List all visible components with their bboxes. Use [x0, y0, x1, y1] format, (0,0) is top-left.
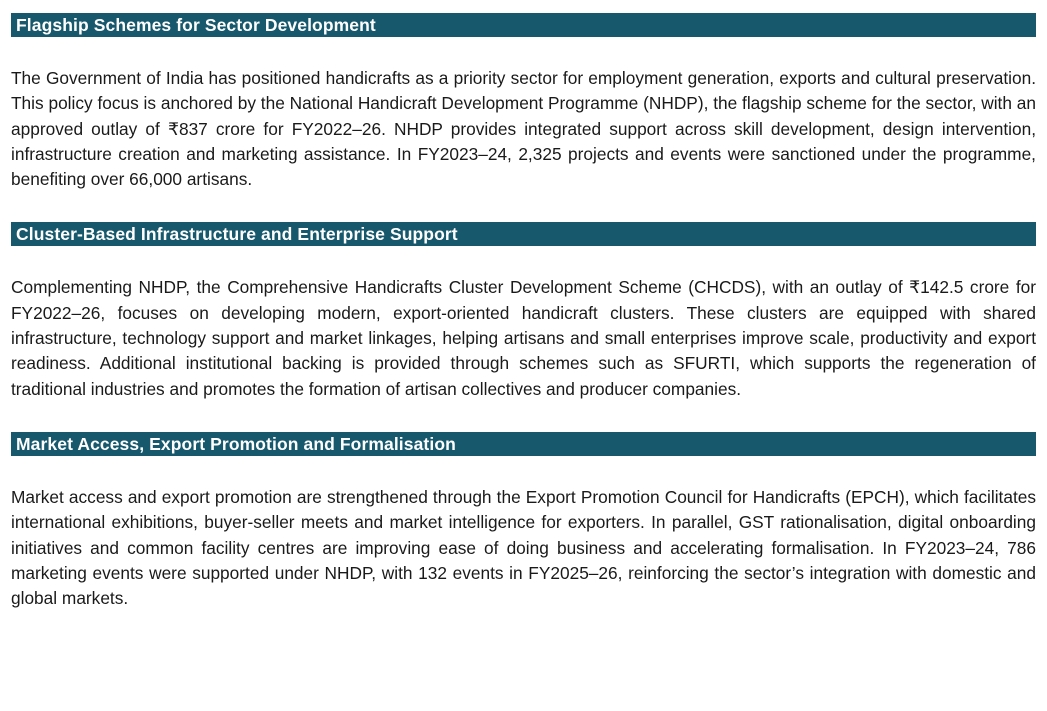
- section-header-bar: Cluster-Based Infrastructure and Enterpr…: [11, 222, 1036, 247]
- section-cluster-infrastructure: Cluster-Based Infrastructure and Enterpr…: [11, 222, 1036, 401]
- section-heading: Cluster-Based Infrastructure and Enterpr…: [16, 224, 458, 245]
- section-market-access: Market Access, Export Promotion and Form…: [11, 431, 1036, 611]
- section-header-bar: Market Access, Export Promotion and Form…: [11, 431, 1036, 456]
- section-paragraph: Market access and export promotion are s…: [11, 486, 1036, 609]
- section-heading: Flagship Schemes for Sector Development: [16, 15, 376, 35]
- section-heading: Market Access, Export Promotion and Form…: [16, 433, 456, 454]
- section-flagship-schemes: Flagship Schemes for Sector Development …: [11, 13, 1036, 192]
- section-paragraph: The Government of India has positioned h…: [11, 68, 1036, 190]
- section-paragraph: Complementing NHDP, the Comprehensive Ha…: [11, 277, 1036, 399]
- section-header-bar: Flagship Schemes for Sector Development: [11, 13, 1036, 37]
